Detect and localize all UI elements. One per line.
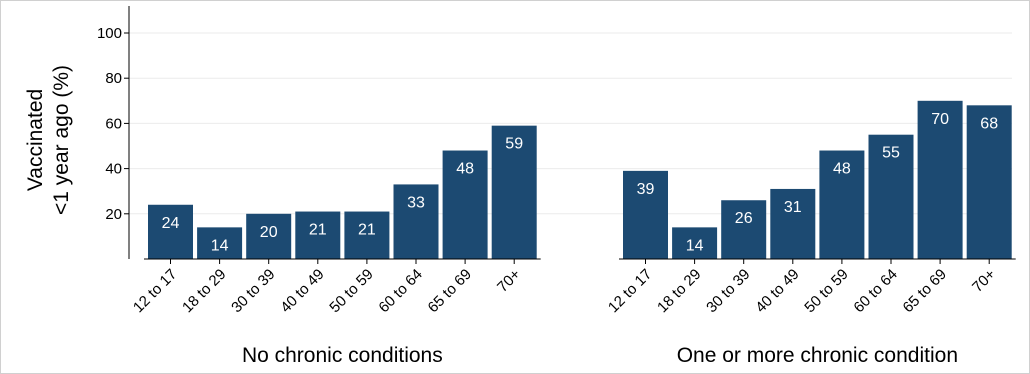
bar xyxy=(393,184,439,259)
bar xyxy=(966,105,1012,259)
bar xyxy=(868,134,914,259)
data-label: 31 xyxy=(784,199,802,216)
bar xyxy=(344,211,390,259)
data-label: 14 xyxy=(686,237,704,254)
data-label: 33 xyxy=(407,194,425,211)
bar xyxy=(148,204,193,259)
bar xyxy=(770,188,816,259)
data-label: 26 xyxy=(735,210,753,227)
bar xyxy=(917,100,963,259)
y-axis-title-line-2: <1 year ago (%) xyxy=(50,65,73,215)
y-tick-label: 60 xyxy=(105,115,122,132)
y-tick-label: 40 xyxy=(105,161,122,178)
bars: 24 14 20 21 21 33 48 59 39 14 26 31 48 55 70 68 xyxy=(148,100,1012,259)
data-label: 14 xyxy=(211,237,229,254)
data-label: 55 xyxy=(882,145,900,162)
axes xyxy=(128,6,1016,260)
y-axis-title-line-1: Vaccinated xyxy=(24,89,47,191)
panel-labels: No chronic conditions One or more chronic… xyxy=(242,344,958,367)
panel-label: One or more chronic condition xyxy=(677,344,958,367)
bar xyxy=(721,200,767,259)
y-ticks: 20 40 60 80 100 xyxy=(97,25,129,223)
data-label: 39 xyxy=(637,181,655,198)
data-label: 48 xyxy=(456,161,474,178)
data-label: 68 xyxy=(980,115,998,132)
bar xyxy=(491,125,537,259)
data-label: 24 xyxy=(162,215,180,232)
bar xyxy=(623,170,668,259)
data-label: 70 xyxy=(931,111,949,128)
bar xyxy=(672,227,718,259)
panel-label: No chronic conditions xyxy=(242,344,443,367)
y-tick-label: 80 xyxy=(105,70,122,87)
bar xyxy=(197,227,243,259)
data-label: 21 xyxy=(309,222,327,239)
data-label: 59 xyxy=(505,136,523,153)
bar xyxy=(295,211,341,259)
data-label: 21 xyxy=(358,222,376,239)
data-label: 20 xyxy=(260,224,278,241)
y-axis-title: Vaccinated <1 year ago (%) xyxy=(24,65,73,215)
data-label: 48 xyxy=(833,161,851,178)
y-tick-label: 20 xyxy=(105,206,122,223)
bar xyxy=(442,150,488,259)
y-tick-label: 100 xyxy=(97,25,122,42)
bar xyxy=(819,150,865,259)
bar xyxy=(246,213,292,259)
